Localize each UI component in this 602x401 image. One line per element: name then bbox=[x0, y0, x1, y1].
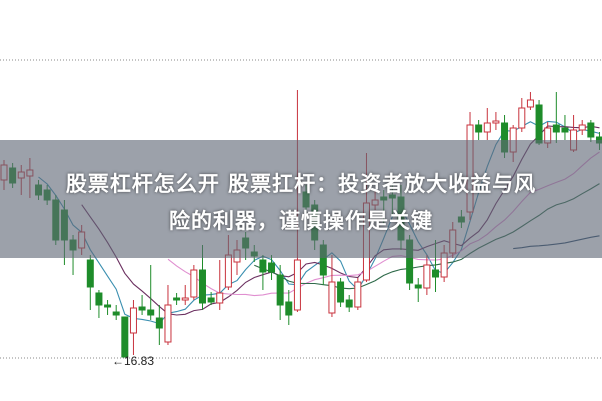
title-line-1: 股票杠杆怎么开 股票扛杆：投资者放大收益与风 bbox=[65, 172, 537, 196]
candle-body bbox=[492, 120, 500, 124]
low-price-label: ←16.83 bbox=[112, 354, 155, 368]
candle-body bbox=[259, 259, 267, 273]
candle-body bbox=[112, 311, 120, 316]
candle-body bbox=[578, 124, 586, 131]
candle-body bbox=[561, 127, 569, 133]
title-banner bbox=[0, 140, 602, 258]
candle-body bbox=[526, 99, 534, 108]
candle-body bbox=[121, 316, 129, 358]
candle-body bbox=[293, 259, 301, 311]
candle-body bbox=[164, 304, 172, 343]
candle-body bbox=[354, 281, 362, 308]
candle-body bbox=[155, 317, 163, 329]
candle-body bbox=[268, 262, 276, 273]
candle-body bbox=[190, 269, 198, 298]
candle-body bbox=[173, 297, 181, 301]
candle-body bbox=[129, 307, 137, 334]
candle-body bbox=[337, 281, 345, 303]
candle-body bbox=[138, 306, 146, 311]
candle-body bbox=[198, 269, 206, 304]
candle-body bbox=[483, 122, 491, 133]
candle-body bbox=[414, 284, 422, 289]
candle-body bbox=[552, 124, 560, 133]
candle-body bbox=[147, 309, 155, 316]
candle-body bbox=[535, 104, 543, 144]
candle-body bbox=[95, 292, 103, 306]
candle-body bbox=[276, 274, 284, 306]
candle-body bbox=[285, 301, 293, 316]
candle-body bbox=[181, 297, 189, 301]
candle-body bbox=[86, 259, 94, 288]
candle-body bbox=[345, 299, 353, 308]
candle-body bbox=[432, 269, 439, 278]
candle-body bbox=[104, 304, 112, 308]
candle-body bbox=[475, 124, 483, 133]
candle-body bbox=[328, 281, 336, 314]
title-line-2: 险的利器，谨慎操作是关键 bbox=[169, 209, 433, 233]
candle-body bbox=[518, 107, 526, 129]
candle-body bbox=[587, 122, 595, 138]
candle-body bbox=[216, 292, 224, 304]
candle-body bbox=[224, 254, 232, 288]
candle-body bbox=[423, 264, 431, 289]
candle-body bbox=[207, 297, 215, 303]
